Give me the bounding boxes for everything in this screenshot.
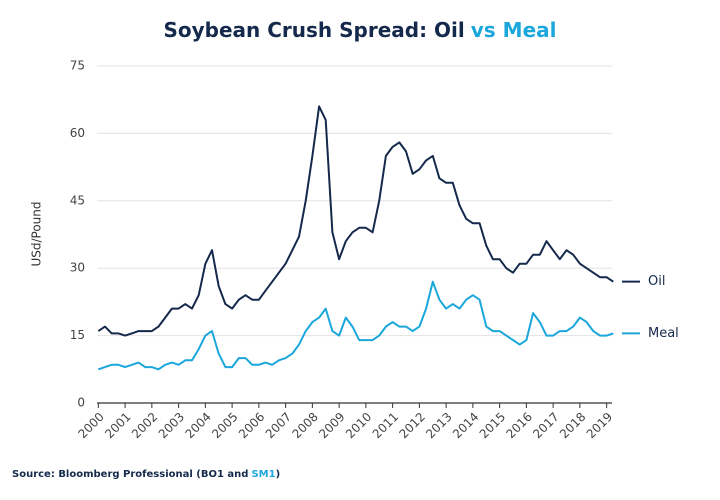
y-tick-label: 15 (70, 328, 85, 342)
legend-label: Oil (648, 274, 665, 289)
x-tick-label: 2005 (209, 410, 240, 441)
x-tick-label: 2010 (343, 410, 374, 441)
x-tick-label: 2006 (236, 410, 267, 441)
x-tick-label: 2004 (182, 410, 213, 441)
x-tick-label: 2001 (102, 410, 133, 441)
source-part: SM1 (251, 469, 275, 480)
x-tick-label: 2000 (75, 410, 106, 441)
x-tick-label: 2016 (503, 410, 534, 441)
x-tick-label: 2015 (477, 410, 508, 441)
title-part: vs Meal (471, 18, 557, 42)
source-part: Source: Bloomberg Professional (BO1 and (12, 469, 248, 480)
y-tick-label: 0 (77, 396, 85, 410)
y-tick-label: 75 (70, 59, 85, 73)
x-tick-label: 2012 (396, 410, 427, 441)
x-tick-label: 2007 (263, 410, 294, 441)
y-tick-label: 60 (70, 126, 85, 140)
y-axis-label: USd/Pound (30, 201, 44, 266)
source-note: Source: Bloomberg Professional (BO1 and S… (12, 469, 280, 480)
y-tick-label: 30 (70, 261, 85, 275)
x-tick-label: 2014 (450, 410, 481, 441)
legend-label: Meal (648, 326, 679, 341)
x-tick-label: 2013 (423, 410, 454, 441)
series-line (97, 105, 614, 337)
x-tick-label: 2009 (316, 410, 347, 441)
x-tick-label: 2008 (289, 410, 320, 441)
x-tick-label: 2002 (129, 410, 160, 441)
x-tick-label: 2018 (557, 410, 588, 441)
x-tick-label: 2003 (156, 410, 187, 441)
chart-title: Soybean Crush Spread: Oil vs Meal (163, 18, 556, 42)
x-tick-label: 2017 (530, 410, 561, 441)
y-tick-label: 45 (70, 193, 85, 207)
x-tick-label: 2011 (370, 410, 401, 441)
source-part: ) (276, 469, 281, 480)
series-line (97, 280, 614, 371)
x-tick-label: 2019 (584, 410, 615, 441)
title-part: Soybean Crush Spread: Oil (163, 18, 464, 42)
